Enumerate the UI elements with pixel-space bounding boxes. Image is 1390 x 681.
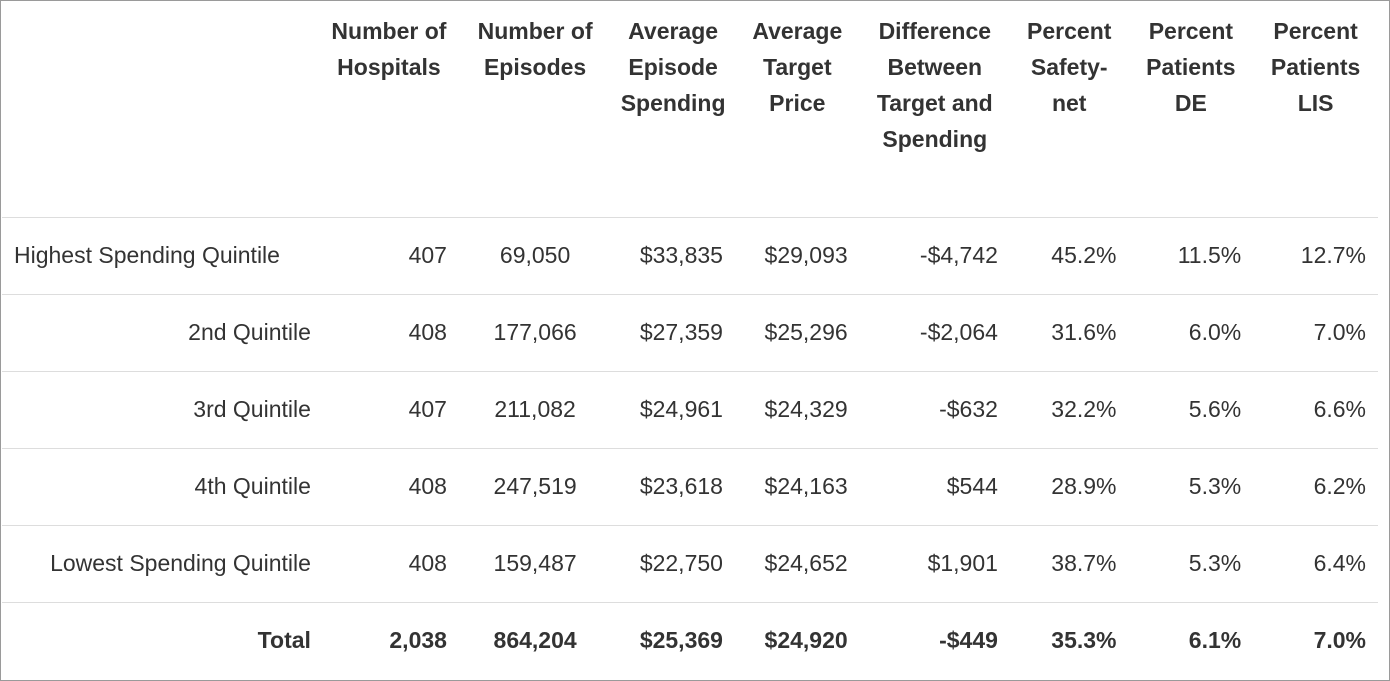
- cell-episodes: 177,066: [458, 293, 612, 371]
- cell-hospitals: 408: [318, 447, 459, 525]
- row-label: 4th Quintile: [2, 447, 319, 525]
- total-row: Total 2,038 864,204 $25,369 $24,920 -$44…: [2, 601, 1378, 679]
- header-number-of-episodes: Number of Episodes: [477, 18, 593, 80]
- cell-difference: -$2,064: [859, 293, 1010, 371]
- cell-safety-net: 32.2%: [1009, 370, 1129, 448]
- cell-episode-spending: $24,961: [611, 370, 735, 448]
- cell-episode-spending: $33,835: [611, 216, 735, 294]
- total-patients-lis: 7.0%: [1253, 601, 1378, 679]
- cell-episode-spending: $22,750: [611, 524, 735, 602]
- cell-patients-lis: 12.7%: [1253, 216, 1378, 294]
- total-label: Total: [2, 601, 319, 679]
- cell-episode-spending: $23,618: [611, 447, 735, 525]
- cell-safety-net: 28.9%: [1009, 447, 1129, 525]
- cell-patients-lis: 7.0%: [1253, 293, 1378, 371]
- cell-difference: $1,901: [859, 524, 1010, 602]
- cell-patients-de: 5.6%: [1128, 370, 1254, 448]
- cell-target-price: $29,093: [734, 216, 860, 294]
- header-row: Number of Hospitals Number of Episodes A…: [2, 1, 1378, 217]
- cell-safety-net: 38.7%: [1009, 524, 1129, 602]
- cell-hospitals: 407: [318, 370, 459, 448]
- table-row: Lowest Spending Quintile 408 159,487 $22…: [2, 524, 1378, 602]
- cell-patients-de: 5.3%: [1128, 447, 1254, 525]
- row-label: 3rd Quintile: [2, 370, 319, 448]
- cell-episodes: 69,050: [458, 216, 612, 294]
- cell-hospitals: 408: [318, 293, 459, 371]
- cell-difference: $544: [859, 447, 1010, 525]
- cell-episodes: 211,082: [458, 370, 612, 448]
- header-percent-patients-de: Percent Patients DE: [1146, 18, 1236, 116]
- cell-patients-lis: 6.6%: [1253, 370, 1378, 448]
- cell-hospitals: 408: [318, 524, 459, 602]
- cell-target-price: $24,329: [734, 370, 860, 448]
- cell-episode-spending: $27,359: [611, 293, 735, 371]
- header-percent-safety-net: Percent Safety-net: [1027, 18, 1112, 116]
- cell-patients-de: 6.0%: [1128, 293, 1254, 371]
- header-average-target-price: Average Target Price: [752, 18, 843, 116]
- cell-patients-de: 5.3%: [1128, 524, 1254, 602]
- cell-episodes: 247,519: [458, 447, 612, 525]
- total-target-price: $24,920: [734, 601, 860, 679]
- row-label: Lowest Spending Quintile: [2, 524, 319, 602]
- table-row: 3rd Quintile 407 211,082 $24,961 $24,329…: [2, 370, 1378, 448]
- cell-episodes: 159,487: [458, 524, 612, 602]
- row-label: Highest Spending Quintile: [2, 216, 319, 294]
- cell-difference: -$4,742: [859, 216, 1010, 294]
- cell-hospitals: 407: [318, 216, 459, 294]
- header-number-of-hospitals: Number of Hospitals: [331, 18, 447, 80]
- cell-patients-de: 11.5%: [1128, 216, 1254, 294]
- table-row: 2nd Quintile 408 177,066 $27,359 $25,296…: [2, 293, 1378, 371]
- cell-safety-net: 45.2%: [1009, 216, 1129, 294]
- row-label: 2nd Quintile: [2, 293, 319, 371]
- total-patients-de: 6.1%: [1128, 601, 1254, 679]
- cell-target-price: $24,652: [734, 524, 860, 602]
- total-episode-spending: $25,369: [611, 601, 735, 679]
- table-row: Highest Spending Quintile 407 69,050 $33…: [2, 216, 1378, 294]
- total-safety-net: 35.3%: [1009, 601, 1129, 679]
- cell-patients-lis: 6.4%: [1253, 524, 1378, 602]
- cell-patients-lis: 6.2%: [1253, 447, 1378, 525]
- total-hospitals: 2,038: [318, 601, 459, 679]
- total-difference: -$449: [859, 601, 1010, 679]
- cell-difference: -$632: [859, 370, 1010, 448]
- header-average-episode-spending: Average Episode Spending: [620, 18, 726, 116]
- table-row: 4th Quintile 408 247,519 $23,618 $24,163…: [2, 447, 1378, 525]
- cell-target-price: $24,163: [734, 447, 860, 525]
- cell-target-price: $25,296: [734, 293, 860, 371]
- header-difference-target-spending: Difference Between Target and Spending: [876, 18, 993, 152]
- header-percent-patients-lis: Percent Patients LIS: [1270, 18, 1361, 116]
- total-episodes: 864,204: [458, 601, 612, 679]
- header-row-label: [2, 1, 319, 217]
- cell-safety-net: 31.6%: [1009, 293, 1129, 371]
